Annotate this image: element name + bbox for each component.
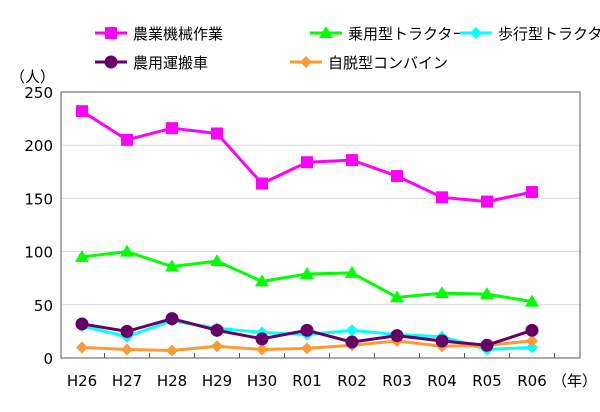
x-tick-label: R04 — [427, 372, 457, 390]
x-tick-label: R02 — [337, 372, 367, 390]
data-point — [255, 332, 269, 346]
data-point — [121, 343, 133, 356]
y-tick-label: 50 — [34, 297, 53, 315]
data-point — [480, 287, 494, 300]
legend-item: 自脱型コンバイン — [290, 54, 448, 72]
data-point — [121, 133, 133, 146]
data-point — [300, 323, 314, 337]
y-tick-label: 200 — [24, 137, 53, 155]
series-1 — [75, 244, 539, 307]
data-point — [301, 342, 313, 355]
series-0 — [76, 105, 538, 208]
x-tick-label: H27 — [112, 372, 142, 390]
legend-label: 歩行型トラクター — [498, 25, 600, 43]
data-point — [76, 105, 88, 118]
data-point — [526, 186, 538, 199]
y-tick-label: 100 — [24, 244, 53, 262]
x-tick-label: R01 — [292, 372, 322, 390]
data-point — [300, 266, 314, 279]
data-point — [435, 334, 449, 348]
data-point — [345, 265, 359, 278]
x-axis-label: （年） — [552, 372, 597, 390]
data-point — [301, 156, 313, 169]
y-axis-label: （人） — [10, 68, 55, 86]
legend-marker — [104, 55, 118, 69]
data-point — [435, 286, 449, 299]
data-point — [480, 338, 494, 352]
data-point — [346, 154, 358, 167]
data-point — [255, 274, 269, 287]
data-point — [526, 334, 538, 347]
data-point — [120, 324, 134, 338]
legend-marker — [105, 27, 117, 39]
data-point — [345, 335, 359, 349]
data-point — [525, 294, 539, 307]
legend-marker — [470, 27, 482, 39]
x-tick-label: H28 — [157, 372, 187, 390]
data-point — [211, 127, 223, 140]
data-point — [75, 317, 89, 331]
legend-label: 自脱型コンバイン — [328, 54, 448, 72]
series-3 — [75, 312, 539, 352]
data-point — [210, 254, 224, 267]
legend-item: 農業機械作業 — [95, 25, 223, 43]
data-point — [390, 329, 404, 343]
y-tick-label: 0 — [43, 350, 53, 368]
data-point — [165, 312, 179, 326]
data-point — [481, 195, 493, 208]
data-point — [256, 343, 268, 356]
legend-item: 農用運搬車 — [95, 54, 208, 72]
y-tick-label: 150 — [24, 190, 53, 208]
data-point — [165, 259, 179, 272]
plot-frame — [60, 91, 581, 359]
data-point — [391, 170, 403, 183]
x-tick-label: H29 — [202, 372, 232, 390]
data-point — [525, 323, 539, 337]
data-point — [256, 177, 268, 190]
x-tick-label: H30 — [247, 372, 277, 390]
data-point — [526, 341, 538, 354]
x-tick-label: R05 — [472, 372, 502, 390]
legend-label: 乗用型トラクター — [348, 25, 467, 43]
data-point — [211, 340, 223, 353]
y-tick-label: 250 — [24, 84, 53, 102]
legend-label: 農業機械作業 — [133, 25, 223, 43]
legend-item: 歩行型トラクター — [460, 25, 600, 43]
data-point — [166, 122, 178, 135]
legend-marker — [319, 26, 333, 38]
x-tick-label: R03 — [382, 372, 412, 390]
x-tick-label: R06 — [517, 372, 547, 390]
data-point — [120, 244, 134, 257]
data-point — [346, 324, 358, 337]
legend-item: 乗用型トラクター — [310, 25, 467, 43]
legend-label: 農用運搬車 — [133, 54, 208, 72]
data-point — [390, 290, 404, 303]
data-point — [76, 341, 88, 354]
x-tick-label: H26 — [67, 372, 97, 390]
data-point — [210, 323, 224, 337]
data-point — [166, 344, 178, 357]
legend-marker — [300, 56, 312, 68]
data-point — [436, 191, 448, 204]
data-point — [75, 249, 89, 262]
